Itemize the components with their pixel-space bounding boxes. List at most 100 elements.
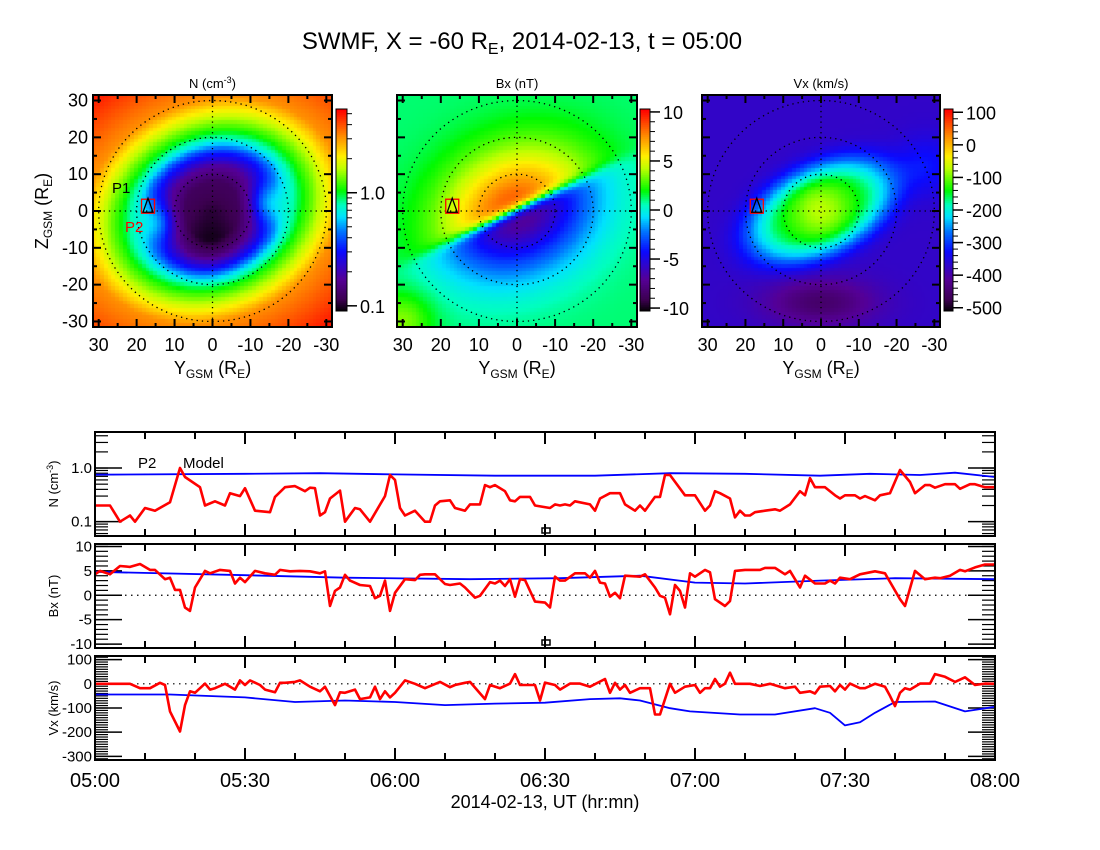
legend-p2: P2 bbox=[138, 455, 156, 472]
p2-series-line bbox=[95, 671, 995, 733]
colorbar-tick-label: 1.0 bbox=[360, 184, 385, 204]
colorbar-frame bbox=[943, 108, 954, 312]
p1-triangle-marker-icon bbox=[750, 196, 763, 213]
map-panel-1: 30 20 10 0 -10 -20 -30 Bx (nT) YGSM (RE) 10 5 0 -5 -1… bbox=[393, 76, 689, 381]
y-tick-label: -10 bbox=[70, 636, 92, 653]
heatmap-2 bbox=[702, 95, 940, 327]
timeseries-panel-1: 10 5 0 -5 -10 Bx (nT) bbox=[46, 538, 996, 653]
label-main: Vx (km/s) bbox=[46, 681, 61, 736]
x-tick-label: -20 bbox=[275, 335, 301, 355]
colorbar-tick-label: 0 bbox=[966, 136, 976, 156]
y-tick-label: 100 bbox=[67, 652, 92, 669]
y-tick-label: 0 bbox=[84, 587, 92, 604]
y-tick-label: -100 bbox=[62, 700, 92, 717]
label-sup: -3 bbox=[45, 465, 55, 473]
heatmap-0 bbox=[93, 95, 332, 327]
label-end: ) bbox=[550, 358, 556, 378]
y-tick-label: 10 bbox=[68, 164, 88, 184]
colorbar-frame bbox=[335, 108, 348, 312]
label-sub: E bbox=[41, 179, 55, 187]
label-sub: E bbox=[542, 367, 550, 381]
x-axis-label: YGSM (RE) bbox=[782, 358, 859, 381]
colorbar-0 bbox=[336, 109, 347, 311]
colorbar-tick-label: -200 bbox=[966, 201, 1002, 221]
x-tick-label: 0 bbox=[816, 335, 826, 355]
label-main: Y bbox=[782, 358, 794, 378]
y-tick-label: 20 bbox=[68, 127, 88, 147]
y-tick-label: 0.1 bbox=[71, 514, 92, 531]
y-tick-label: 0 bbox=[84, 676, 92, 693]
x-tick-label: -20 bbox=[580, 335, 606, 355]
label-sub: GSM bbox=[41, 211, 55, 238]
panel-title-end: ) bbox=[232, 76, 236, 91]
y-tick-label: -200 bbox=[62, 724, 92, 741]
panel-frame bbox=[94, 431, 996, 537]
x-tick-label: 10 bbox=[165, 335, 185, 355]
x-tick-label: 07:00 bbox=[670, 770, 720, 792]
panel-frame bbox=[94, 543, 996, 649]
y-tick-label: 30 bbox=[68, 91, 88, 111]
x-tick-label: -30 bbox=[921, 335, 947, 355]
label-sub: GSM bbox=[794, 367, 821, 381]
colorbar-tick-label: 5 bbox=[663, 152, 673, 172]
panel-title: N (cm-3) bbox=[189, 75, 236, 91]
colorbar-tick-label: 0 bbox=[663, 201, 673, 221]
label-end: ) bbox=[245, 358, 251, 378]
colorbar-tick-label: -10 bbox=[663, 299, 689, 319]
label-mid: (R bbox=[822, 358, 846, 378]
panel-title: Bx (nT) bbox=[496, 76, 539, 91]
x-tick-label: 05:30 bbox=[220, 770, 270, 792]
colorbar-frame bbox=[639, 108, 651, 312]
figure-title: SWMF, X = -60 RE, 2014-02-13, t = 05:00 bbox=[302, 28, 742, 58]
x-tick-label: 08:00 bbox=[970, 770, 1020, 792]
title-prefix: SWMF, X = -60 R bbox=[302, 28, 488, 55]
x-tick-label: 05:00 bbox=[70, 770, 120, 792]
label-main: Y bbox=[478, 358, 490, 378]
colorbar-tick-label: 10 bbox=[663, 103, 683, 123]
colorbar-1 bbox=[640, 109, 650, 311]
label-mid: (R bbox=[518, 358, 542, 378]
y-tick-label: -10 bbox=[62, 238, 88, 258]
label-sub: GSM bbox=[490, 367, 517, 381]
label-sub: E bbox=[846, 367, 854, 381]
panel-title-main: Bx (nT) bbox=[496, 76, 539, 91]
timeseries-panel-0: 1.0 0.1 N (cm-3) P2 Model bbox=[45, 431, 996, 537]
y-tick-label: 1.0 bbox=[71, 460, 92, 477]
label-sub: GSM bbox=[186, 367, 213, 381]
p1-triangle-marker-icon bbox=[142, 196, 154, 213]
x-tick-label: 20 bbox=[127, 335, 147, 355]
y-tick-label: 10 bbox=[75, 538, 92, 555]
x-tick-label: 0 bbox=[207, 335, 217, 355]
title-suffix: , 2014-02-13, t = 05:00 bbox=[499, 28, 743, 55]
colorbar-tick-label: -5 bbox=[663, 250, 679, 270]
x-tick-label: -30 bbox=[313, 335, 339, 355]
reference-circle bbox=[173, 173, 252, 249]
x-tick-label: 20 bbox=[735, 335, 755, 355]
panel-title-sup: -3 bbox=[224, 75, 232, 85]
label-main: N (cm bbox=[46, 473, 61, 508]
label-main: Z bbox=[32, 238, 52, 249]
reference-circle bbox=[478, 173, 556, 249]
model-series-line bbox=[95, 471, 995, 478]
legend-model: Model bbox=[183, 455, 224, 472]
label-main: Y bbox=[174, 358, 186, 378]
x-axis-label: YGSM (RE) bbox=[478, 358, 555, 381]
p1-label: P1 bbox=[112, 180, 130, 197]
label-main: Bx (nT) bbox=[46, 575, 61, 618]
label-end: ) bbox=[46, 460, 61, 464]
x-tick-label: 30 bbox=[698, 335, 718, 355]
p2-label: P2 bbox=[125, 219, 143, 236]
colorbar-tick-label: 0.1 bbox=[360, 297, 385, 317]
title-subscript: E bbox=[488, 41, 499, 58]
x-tick-label: -10 bbox=[542, 335, 568, 355]
p2-series-line bbox=[95, 562, 995, 616]
y-tick-label: -30 bbox=[62, 311, 88, 331]
x-tick-label: 20 bbox=[431, 335, 451, 355]
y-axis-label: Vx (km/s) bbox=[46, 681, 61, 736]
p1-triangle-marker-icon bbox=[446, 196, 459, 213]
x-tick-label: 10 bbox=[469, 335, 489, 355]
reference-circle bbox=[782, 173, 860, 249]
